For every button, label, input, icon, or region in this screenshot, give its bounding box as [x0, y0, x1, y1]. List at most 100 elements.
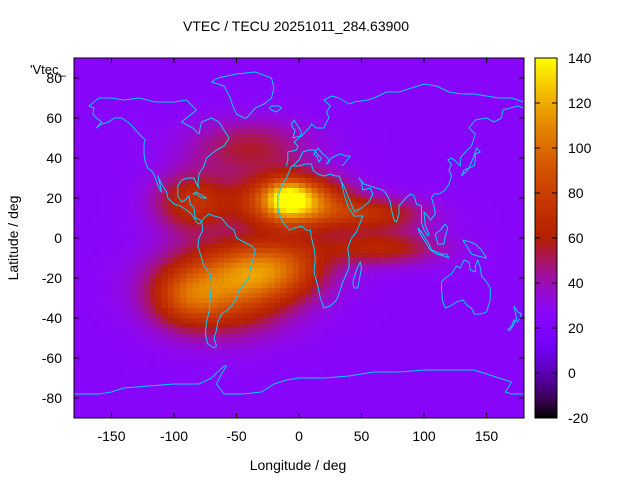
heatmap-cell [449, 143, 456, 149]
heatmap-cell [380, 78, 387, 84]
heatmap-cell [142, 128, 150, 134]
heatmap-cell [130, 193, 137, 199]
heatmap-cell [155, 108, 162, 114]
heatmap-cell [255, 143, 262, 149]
heatmap-cell [430, 313, 437, 319]
heatmap-cell [467, 253, 475, 259]
heatmap-cell [217, 228, 225, 234]
heatmap-cell [124, 318, 131, 324]
heatmap-cell [367, 203, 375, 209]
heatmap-cell [455, 63, 462, 69]
heatmap-cell [449, 118, 456, 124]
heatmap-cell [392, 138, 400, 144]
heatmap-cell [467, 313, 475, 319]
heatmap-cell [361, 68, 369, 74]
heatmap-cell [280, 338, 287, 344]
heatmap-cell [342, 258, 350, 264]
heatmap-cell [424, 138, 431, 144]
heatmap-cell [211, 393, 219, 399]
heatmap-cell [355, 378, 362, 384]
heatmap-cell [167, 228, 175, 234]
heatmap-cell [261, 163, 269, 169]
heatmap-cell [130, 393, 137, 399]
heatmap-cell [411, 338, 419, 344]
heatmap-cell [167, 203, 175, 209]
heatmap-cell [330, 188, 337, 194]
heatmap-cell [274, 238, 281, 244]
heatmap-cell [261, 153, 269, 159]
heatmap-cell [167, 273, 175, 279]
heatmap-cell [142, 383, 150, 389]
heatmap-cell [174, 248, 181, 254]
heatmap-cell [130, 143, 137, 149]
heatmap-cell [474, 373, 481, 379]
heatmap-cell [167, 143, 175, 149]
heatmap-cell [299, 343, 306, 349]
heatmap-cell [155, 328, 162, 334]
heatmap-cell [99, 393, 106, 399]
heatmap-cell [80, 313, 87, 319]
heatmap-cell [161, 153, 169, 159]
heatmap-cell [349, 88, 356, 94]
heatmap-cell [180, 298, 187, 304]
heatmap-cell [149, 233, 156, 239]
heatmap-cell [99, 118, 106, 124]
heatmap-cell [392, 83, 400, 89]
heatmap-cell [142, 63, 150, 69]
heatmap-cell [230, 73, 237, 79]
heatmap-cell [74, 373, 81, 379]
heatmap-cell [492, 373, 500, 379]
heatmap-cell [180, 68, 187, 74]
heatmap-cell [280, 83, 287, 89]
heatmap-cell [174, 228, 181, 234]
heatmap-cell [330, 178, 337, 184]
heatmap-cell [355, 323, 362, 329]
heatmap-cell [192, 158, 200, 164]
heatmap-cell [380, 148, 387, 154]
heatmap-cell [436, 233, 444, 239]
heatmap-cell [205, 288, 212, 294]
heatmap-cell [149, 358, 156, 364]
heatmap-cell [467, 153, 475, 159]
heatmap-cell [142, 93, 150, 99]
heatmap-cell [80, 113, 87, 119]
heatmap-cell [230, 308, 237, 314]
heatmap-cell [367, 73, 375, 79]
heatmap-cell [505, 118, 512, 124]
heatmap-cell [105, 258, 112, 264]
heatmap-cell [142, 348, 150, 354]
heatmap-cell [161, 253, 169, 259]
heatmap-cell [336, 393, 344, 399]
heatmap-cell [80, 393, 87, 399]
heatmap-cell [474, 218, 481, 224]
heatmap-cell [405, 318, 412, 324]
heatmap-cell [417, 273, 425, 279]
heatmap-cell [367, 118, 375, 124]
heatmap-cell [455, 163, 462, 169]
heatmap-cell [317, 373, 325, 379]
heatmap-cell [80, 178, 87, 184]
heatmap-cell [317, 93, 325, 99]
heatmap-cell [517, 113, 524, 119]
heatmap-cell [292, 368, 300, 374]
heatmap-cell [336, 153, 344, 159]
heatmap-cell [286, 188, 294, 194]
heatmap-cell [330, 288, 337, 294]
heatmap-cell [324, 173, 331, 179]
heatmap-cell [292, 373, 300, 379]
heatmap-cell [124, 163, 131, 169]
heatmap-cell [367, 113, 375, 119]
heatmap-cell [224, 263, 231, 269]
heatmap-cell [99, 58, 106, 64]
heatmap-cell [349, 253, 356, 259]
heatmap-cell [449, 258, 456, 264]
heatmap-cell [211, 328, 219, 334]
heatmap-cell [449, 238, 456, 244]
heatmap-cell [455, 208, 462, 214]
heatmap-cell [80, 333, 87, 339]
heatmap-cell [474, 333, 481, 339]
heatmap-cell [74, 273, 81, 279]
heatmap-cell [455, 243, 462, 249]
heatmap-cell [511, 383, 519, 389]
heatmap-cell [467, 103, 475, 109]
